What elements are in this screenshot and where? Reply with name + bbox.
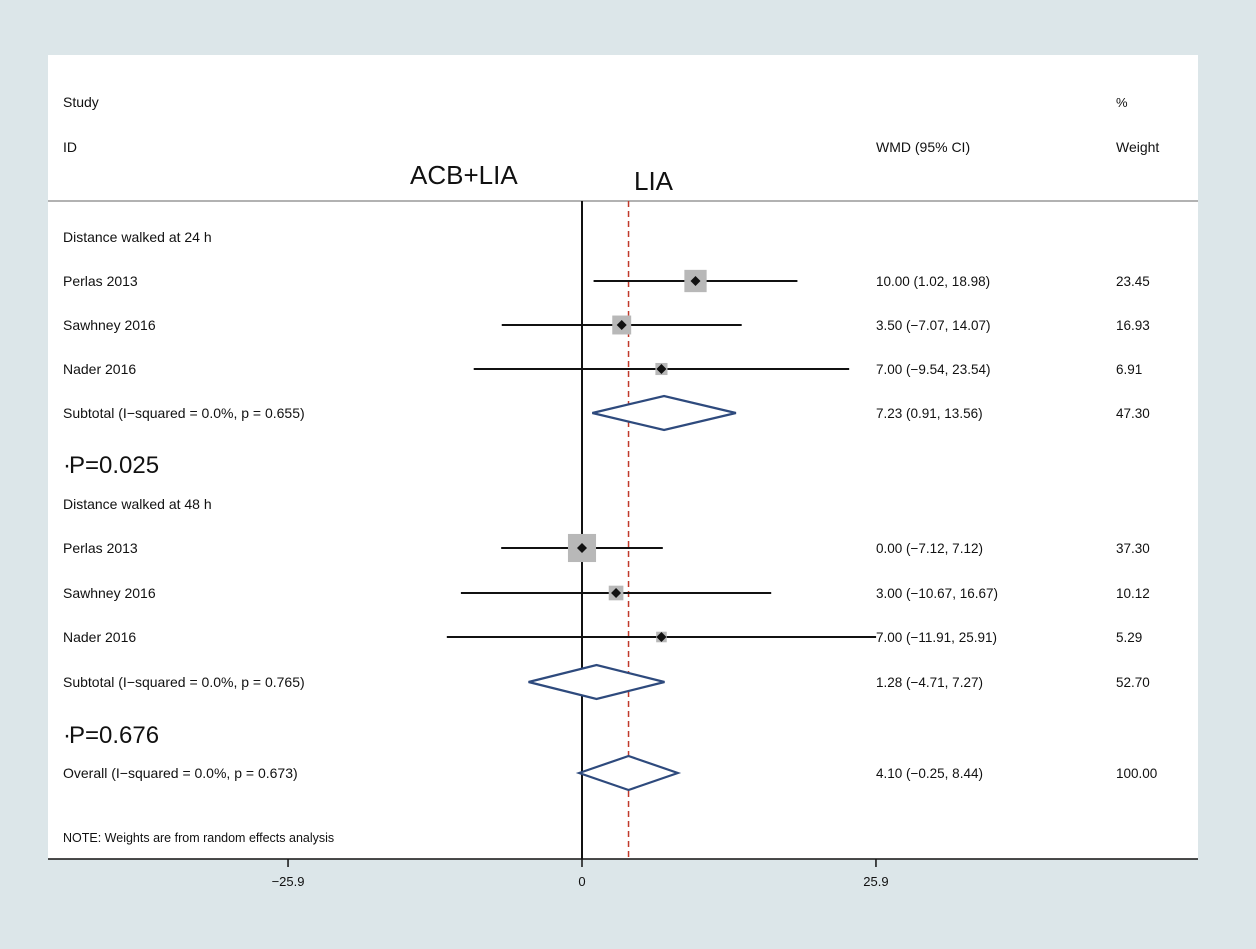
weight-text: 16.93 (1116, 318, 1150, 333)
point-estimate (577, 543, 587, 553)
ci-text: 0.00 (−7.12, 7.12) (876, 541, 983, 556)
header-percent: % (1116, 95, 1128, 110)
study-label: Sawhney 2016 (63, 585, 156, 601)
header-effect: WMD (95% CI) (876, 139, 970, 155)
x-tick-label: −25.9 (272, 874, 305, 889)
ci-text: 3.50 (−7.07, 14.07) (876, 318, 990, 333)
group-label: Distance walked at 48 h (63, 496, 212, 512)
ci-text: 3.00 (−10.67, 16.67) (876, 586, 998, 601)
overall-diamond (575, 754, 682, 792)
header-study: Study (63, 94, 99, 110)
weight-text: 47.30 (1116, 406, 1150, 421)
note-text: NOTE: Weights are from random effects an… (63, 831, 334, 845)
forest-plot: Study ID WMD (95% CI) % Weight ACB+LIA L… (48, 55, 1198, 889)
ci-text: 7.23 (0.91, 13.56) (876, 406, 983, 421)
favours-right-label: LIA (634, 166, 674, 196)
subtotal-label: Subtotal (I−squared = 0.0%, p = 0.765) (63, 674, 305, 690)
subtotal-diamond (592, 394, 737, 432)
weight-text: 100.00 (1116, 766, 1157, 781)
overall-label: Overall (I−squared = 0.0%, p = 0.673) (63, 765, 298, 781)
subtotal-diamond (528, 663, 665, 701)
study-label: Nader 2016 (63, 629, 136, 645)
point-estimate (656, 632, 667, 642)
p-value-label: P=0.676 (69, 722, 159, 749)
study-label: Perlas 2013 (63, 540, 138, 556)
weight-text: 52.70 (1116, 675, 1150, 690)
ci-text: 7.00 (−9.54, 23.54) (876, 362, 990, 377)
study-label: Sawhney 2016 (63, 317, 156, 333)
ci-text: 7.00 (−11.91, 25.91) (876, 630, 997, 645)
weight-text: 37.30 (1116, 541, 1150, 556)
group-label: Distance walked at 24 h (63, 229, 212, 245)
x-tick-label: 25.9 (863, 874, 888, 889)
header-weight: Weight (1116, 139, 1159, 155)
ci-text: 1.28 (−4.71, 7.27) (876, 675, 983, 690)
figure-frame: Study ID WMD (95% CI) % Weight ACB+LIA L… (6, 10, 1250, 944)
favours-left-label: ACB+LIA (410, 160, 518, 190)
point-estimate (616, 320, 627, 330)
p-value-dot: · (63, 722, 71, 749)
subtotal-label: Subtotal (I−squared = 0.0%, p = 0.655) (63, 405, 305, 421)
rows-layer: Distance walked at 24 h Perlas 2013 10.00 … (63, 229, 1157, 792)
study-label: Perlas 2013 (63, 273, 138, 289)
ci-text: 4.10 (−0.25, 8.44) (876, 766, 983, 781)
point-estimate (690, 276, 701, 286)
weight-text: 23.45 (1116, 274, 1150, 289)
weight-text: 10.12 (1116, 586, 1150, 601)
x-tick-label: 0 (578, 874, 585, 889)
p-value-label: P=0.025 (69, 452, 159, 479)
x-axis-ticks: −25.9 0 25.9 (272, 859, 889, 889)
point-estimate (656, 364, 667, 374)
study-label: Nader 2016 (63, 361, 136, 377)
weight-text: 5.29 (1116, 630, 1142, 645)
p-value-dot: · (63, 452, 71, 479)
header-id: ID (63, 139, 77, 155)
weight-text: 6.91 (1116, 362, 1142, 377)
plot-area (48, 55, 1198, 859)
ci-text: 10.00 (1.02, 18.98) (876, 274, 990, 289)
point-estimate (611, 588, 622, 598)
